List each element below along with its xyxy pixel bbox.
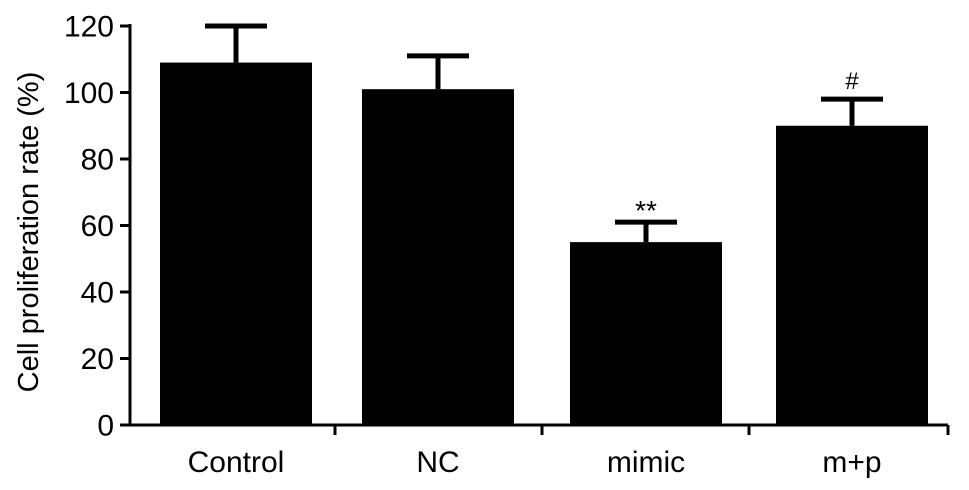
y-tick-label: 120 xyxy=(64,11,114,44)
error-bars xyxy=(205,23,883,243)
x-tick-label: m+p xyxy=(822,446,881,479)
x-tick-label: Control xyxy=(188,446,285,479)
y-tick-label: 20 xyxy=(81,343,114,376)
bar-control xyxy=(160,62,312,425)
bar-mimic xyxy=(570,242,722,425)
bar-nc xyxy=(362,89,514,426)
y-tick-label: 80 xyxy=(81,144,114,177)
x-axis-ticks: Control NC mimic m+p xyxy=(188,425,950,479)
y-tick-label: 100 xyxy=(64,77,114,110)
y-tick-label: 40 xyxy=(81,277,114,310)
y-tick-label: 0 xyxy=(97,410,114,443)
significance-marker: ** xyxy=(635,195,657,226)
y-axis-ticks: 0 20 40 60 80 100 120 xyxy=(64,11,130,443)
x-tick-label: mimic xyxy=(607,446,685,479)
y-axis-label: Cell proliferation rate (%) xyxy=(13,72,45,393)
bars xyxy=(160,62,928,426)
x-tick-label: NC xyxy=(416,446,459,479)
significance-marker: # xyxy=(845,68,859,95)
significance-annotations: ** # xyxy=(635,68,859,226)
y-tick-label: 60 xyxy=(81,210,114,243)
bar-m-p xyxy=(776,125,928,425)
